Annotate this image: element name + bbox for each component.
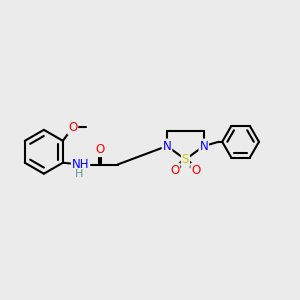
Text: O: O [191, 164, 201, 177]
Text: S: S [182, 153, 189, 166]
Text: N: N [163, 140, 171, 152]
Text: NH: NH [72, 158, 89, 171]
Text: O: O [170, 164, 179, 177]
Text: O: O [95, 143, 105, 156]
Text: H: H [75, 169, 83, 179]
Text: N: N [200, 140, 208, 152]
Text: O: O [68, 121, 77, 134]
